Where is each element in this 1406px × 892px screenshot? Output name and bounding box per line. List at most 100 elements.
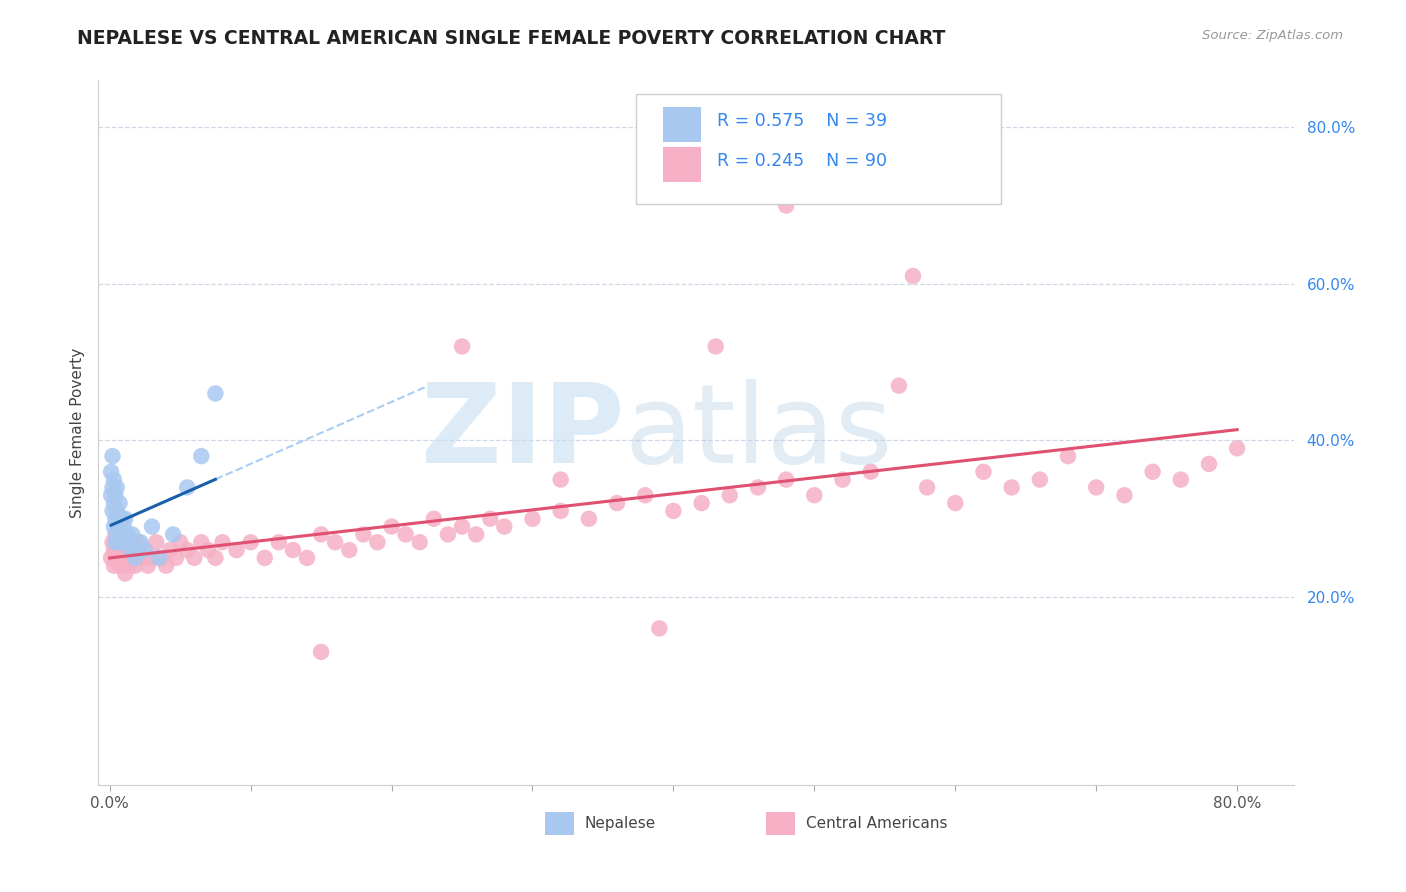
Point [1001,480,1024,494]
Point [104,535,127,549]
Point [239,535,262,549]
Point [901,268,924,283]
Point [103,558,125,573]
Point [366,535,388,549]
Point [578,512,600,526]
Point [190,449,212,463]
Point [107,535,129,549]
Point [494,519,516,533]
Point [309,527,332,541]
Point [103,473,125,487]
Point [1142,465,1164,479]
Point [134,543,156,558]
FancyBboxPatch shape [546,813,574,835]
Point [108,558,131,573]
Point [129,550,152,565]
Point [103,496,125,510]
Point [775,198,797,212]
Point [550,473,572,487]
Point [409,535,432,549]
Point [690,496,713,510]
Point [197,543,219,558]
Text: NEPALESE VS CENTRAL AMERICAN SINGLE FEMALE POVERTY CORRELATION CHART: NEPALESE VS CENTRAL AMERICAN SINGLE FEMA… [77,29,946,47]
Point [451,339,474,353]
Point [1085,480,1108,494]
Point [105,550,128,565]
Point [943,496,966,510]
Point [380,519,402,533]
Point [107,535,129,549]
Point [112,535,135,549]
Point [1029,473,1052,487]
Point [117,550,139,565]
Point [159,543,181,558]
Y-axis label: Single Female Poverty: Single Female Poverty [69,348,84,517]
Point [169,535,191,549]
Point [112,519,135,533]
Point [225,543,247,558]
Point [1114,488,1136,502]
Point [352,527,374,541]
Point [648,621,671,635]
Point [141,519,163,533]
Point [104,488,127,502]
Point [105,480,128,494]
Point [110,527,132,541]
Point [183,550,205,565]
Text: Nepalese: Nepalese [585,816,657,831]
Point [281,543,304,558]
Point [120,535,142,549]
Point [550,504,572,518]
Point [127,535,149,549]
Point [114,527,136,541]
FancyBboxPatch shape [637,95,1001,203]
Point [136,558,159,573]
Point [127,543,149,558]
FancyBboxPatch shape [662,107,700,143]
Point [190,535,212,549]
Point [1226,442,1249,456]
Point [141,550,163,565]
Point [111,550,134,565]
Point [105,527,128,541]
Point [101,535,124,549]
Point [105,504,128,518]
Point [134,543,156,558]
Point [104,512,127,526]
Point [120,543,142,558]
Point [1170,473,1192,487]
Point [100,550,122,565]
Point [395,527,418,541]
Point [176,480,198,494]
Point [831,473,853,487]
Point [747,480,769,494]
Point [148,550,170,565]
Point [662,504,685,518]
Text: R = 0.245    N = 90: R = 0.245 N = 90 [717,153,887,170]
Point [101,480,124,494]
Point [323,535,346,549]
Point [121,543,143,558]
Point [111,512,134,526]
Point [859,465,882,479]
Point [114,566,136,581]
Point [100,488,122,502]
Point [915,480,938,494]
Text: R = 0.575    N = 39: R = 0.575 N = 39 [717,112,887,130]
Point [118,558,141,573]
Point [775,473,797,487]
Point [108,519,131,533]
Point [121,527,143,541]
Text: Central Americans: Central Americans [806,816,948,831]
Point [204,386,226,401]
Point [451,519,474,533]
Point [122,550,145,565]
Point [165,550,187,565]
Point [101,504,124,518]
Point [149,550,172,565]
Point [1198,457,1220,471]
FancyBboxPatch shape [662,147,700,183]
Point [101,449,124,463]
Point [103,519,125,533]
Point [309,645,332,659]
